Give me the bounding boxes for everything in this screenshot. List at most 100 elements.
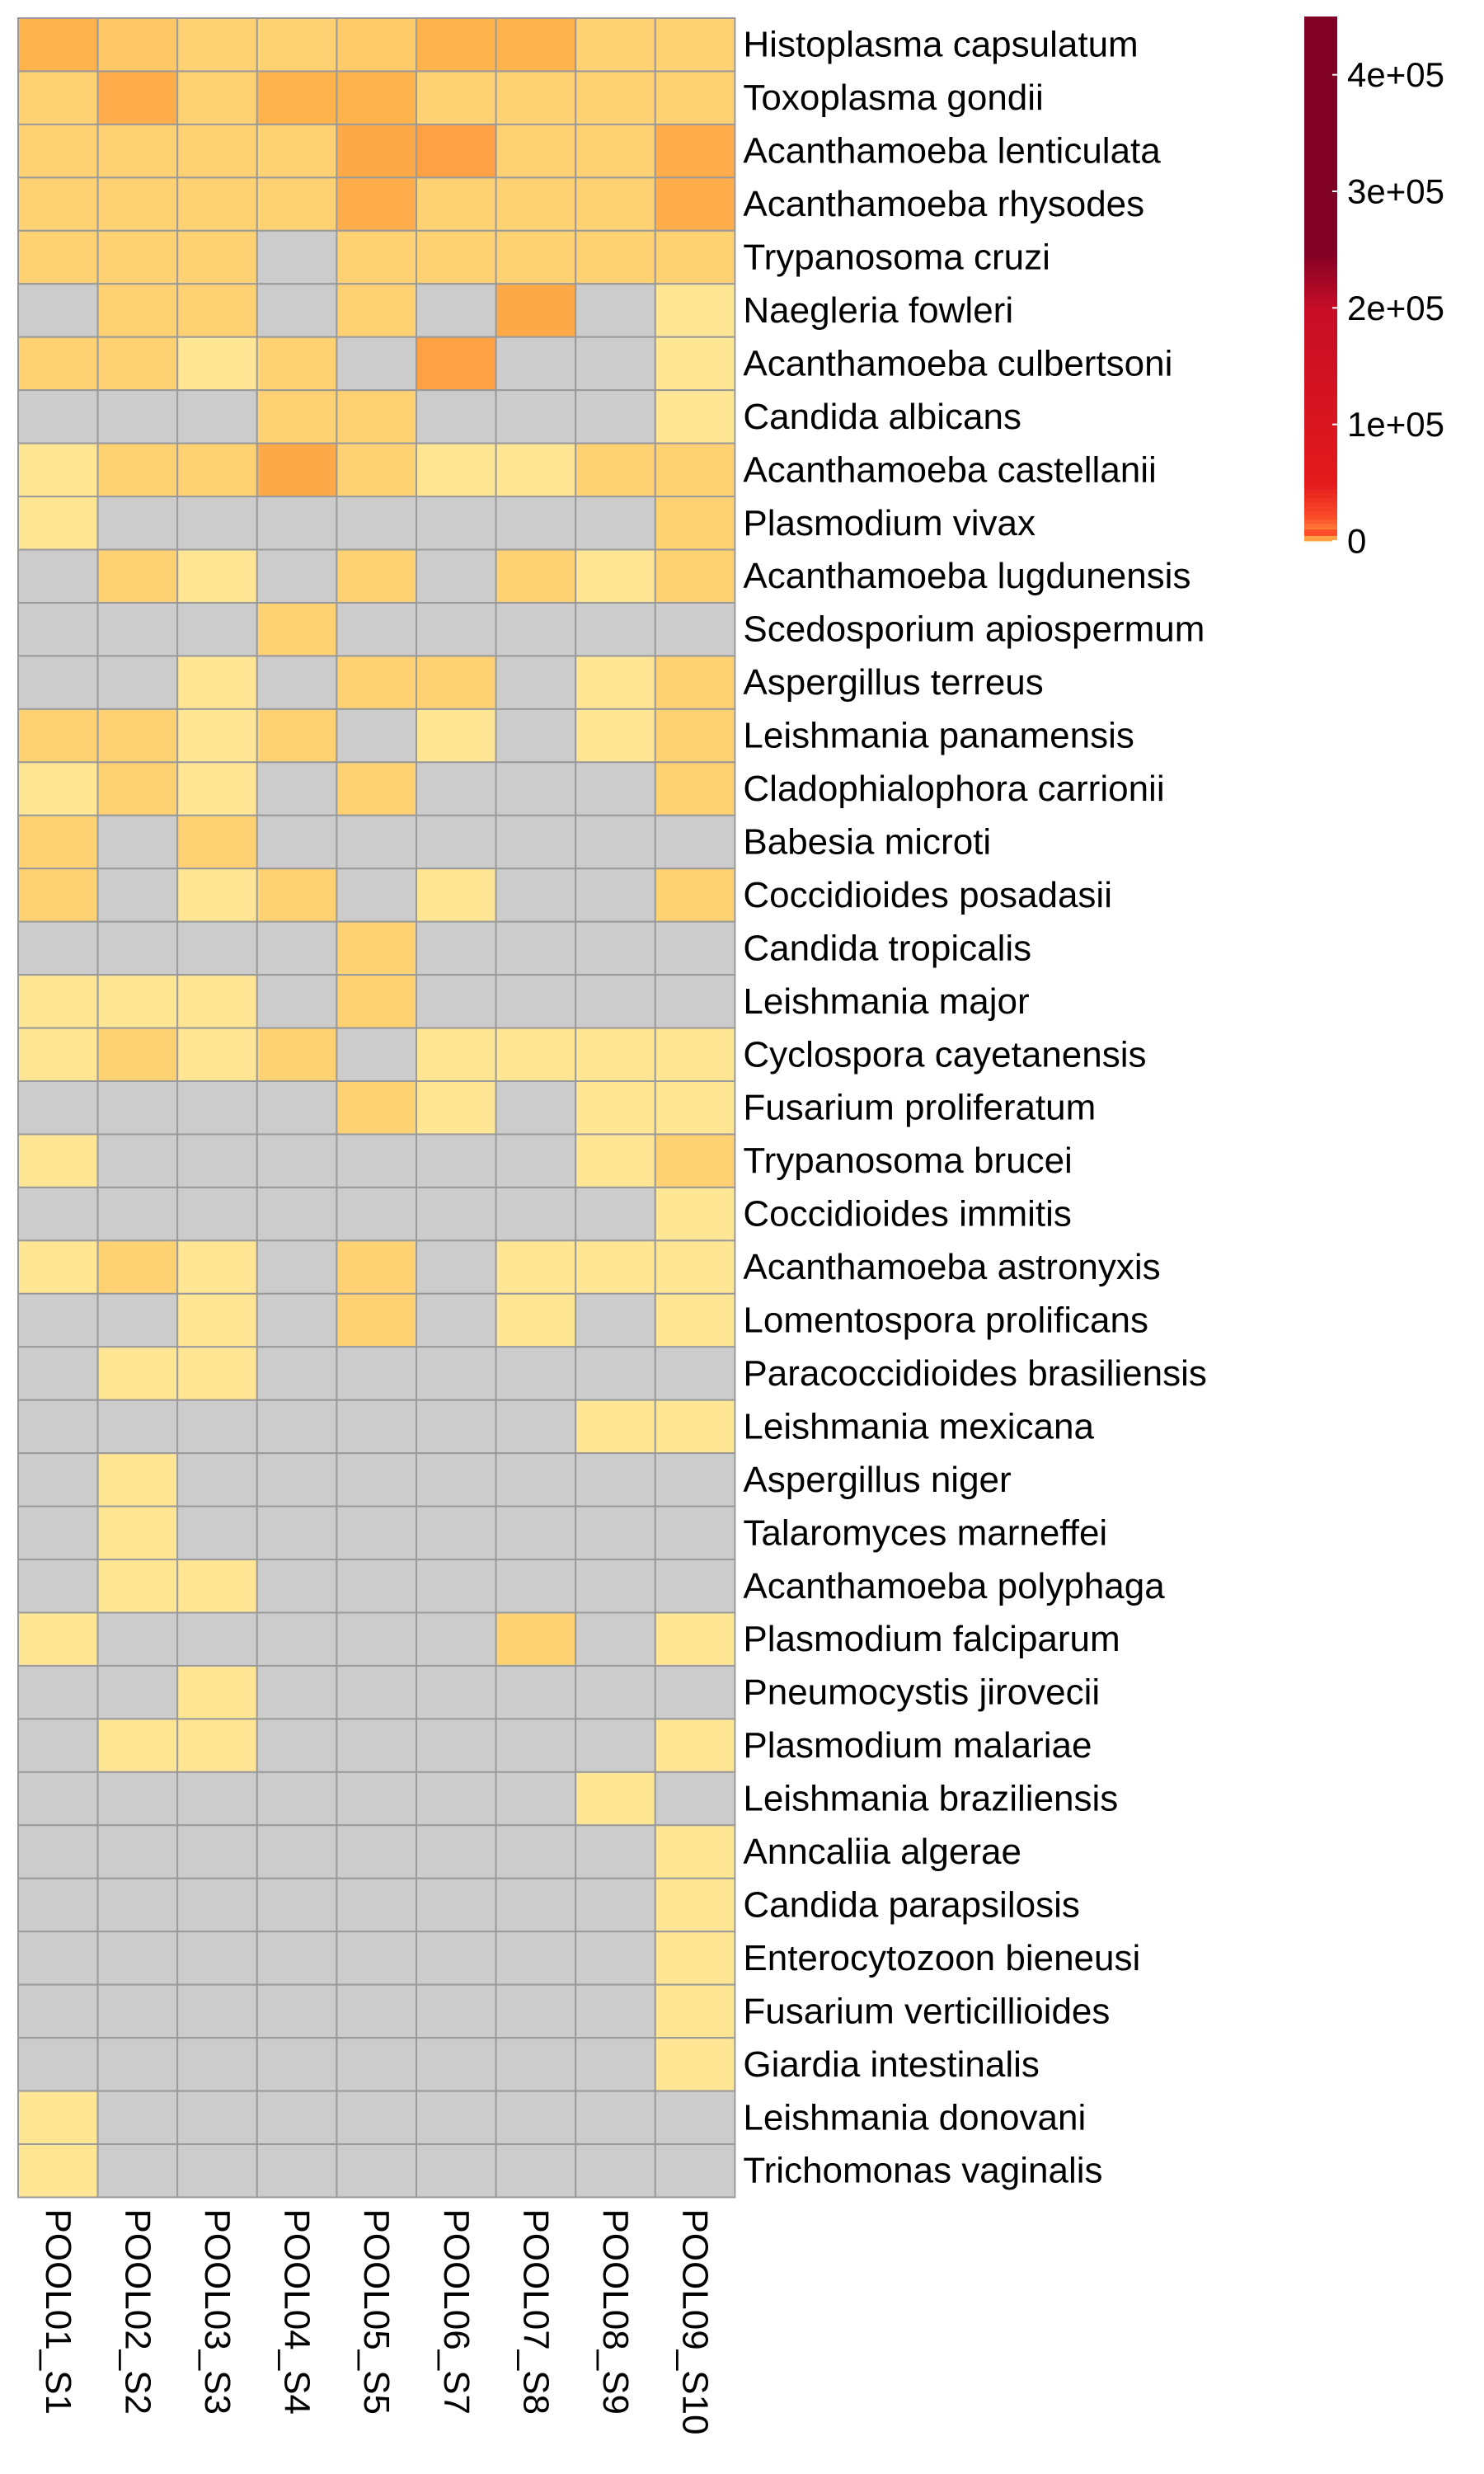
heatmap-cell [256, 70, 338, 125]
heatmap-cell [575, 176, 656, 232]
row-label: Cyclospora cayetanensis [743, 1034, 1146, 1075]
row-label: Naegleria fowleri [743, 290, 1013, 331]
legend-color-segment [1304, 435, 1337, 441]
heatmap-cell [96, 1239, 179, 1295]
heatmap-cell [17, 1399, 99, 1455]
heatmap-cell [336, 1452, 417, 1507]
legend-color-segment [1304, 235, 1337, 240]
heatmap-cell [654, 1080, 736, 1136]
heatmap-cell [336, 1983, 417, 2039]
heatmap-cell [336, 1931, 417, 1986]
heatmap-cell [17, 1931, 99, 1986]
row-label: Babesia microti [743, 821, 991, 862]
legend-color-segment [1304, 471, 1337, 477]
heatmap-cell [575, 655, 656, 710]
legend-color-segment [1304, 148, 1337, 153]
heatmap-cell [256, 17, 338, 73]
legend-color-segment [1304, 222, 1337, 227]
heatmap-cell [336, 814, 417, 870]
heatmap-cell [96, 1931, 179, 1986]
heatmap-cell [575, 868, 656, 923]
heatmap-cell [654, 1452, 736, 1507]
legend-color-segment [1304, 160, 1337, 166]
row-label: Candida albicans [743, 397, 1021, 437]
heatmap-cell [416, 123, 497, 179]
heatmap-cell [416, 2037, 497, 2092]
legend-color-segment [1304, 440, 1337, 445]
legend-color-segment [1304, 410, 1337, 415]
heatmap-cell [495, 1664, 577, 1720]
heatmap-cell [336, 548, 417, 604]
legend-color-segment [1304, 405, 1337, 411]
heatmap-cell [96, 2143, 179, 2199]
legend-color-segment [1304, 361, 1337, 367]
heatmap-cell [96, 1452, 179, 1507]
legend-color-segment [1304, 283, 1337, 289]
legend-color-segment [1304, 99, 1337, 105]
heatmap-cell [495, 442, 577, 498]
heatmap-cell [575, 1399, 656, 1455]
heatmap-cell [495, 1027, 577, 1083]
heatmap-cell [176, 1239, 258, 1295]
heatmap-cell [416, 2090, 497, 2146]
heatmap-cell [176, 1505, 258, 1561]
heatmap-cell [495, 1505, 577, 1561]
heatmap-cell [654, 1559, 736, 1614]
legend-color-segment [1304, 152, 1337, 158]
legend-color-segment [1304, 108, 1337, 114]
legend-color-segment [1304, 51, 1337, 57]
heatmap-cell [256, 336, 338, 392]
heatmap-cell [96, 2037, 179, 2092]
heatmap-cell [96, 1664, 179, 1720]
legend-color-segment [1304, 16, 1337, 21]
heatmap-cell [256, 1664, 338, 1720]
heatmap-cell [495, 1718, 577, 1773]
heatmap-cell [256, 868, 338, 923]
heatmap-cell [96, 123, 179, 179]
heatmap-cell [575, 229, 656, 285]
heatmap-cell [96, 1611, 179, 1667]
heatmap-cell [654, 1133, 736, 1188]
heatmap-cell [336, 2090, 417, 2146]
heatmap-cell [575, 761, 656, 816]
legend-color-segment [1304, 414, 1337, 420]
heatmap-cell [495, 1346, 577, 1401]
heatmap-cell [654, 2037, 736, 2092]
heatmap-cell [17, 389, 99, 444]
row-label: Anncaliia algerae [743, 1832, 1021, 1872]
heatmap-cell [495, 1559, 577, 1614]
row-label: Plasmodium vivax [743, 503, 1036, 543]
heatmap-cell [575, 496, 656, 551]
heatmap-cell [575, 2143, 656, 2199]
heatmap-cell [495, 1771, 577, 1827]
heatmap-cell [336, 17, 417, 73]
legend-color-segment [1304, 370, 1337, 376]
heatmap-cell [176, 1027, 258, 1083]
heatmap-cell [336, 2143, 417, 2199]
legend-color-segment [1304, 182, 1337, 188]
heatmap-cell [176, 2037, 258, 2092]
heatmap-cell [17, 814, 99, 870]
heatmap-cell [495, 655, 577, 710]
heatmap-cell [495, 389, 577, 444]
row-label: Acanthamoeba polyphaga [743, 1566, 1165, 1606]
heatmap-cell [416, 1399, 497, 1455]
heatmap-cell [256, 1931, 338, 1986]
legend-color-segment [1304, 488, 1337, 494]
heatmap-cell [416, 655, 497, 710]
legend-color-segment [1304, 252, 1337, 258]
column-label: POOL07_S8 [515, 2208, 556, 2415]
heatmap-cell [96, 1027, 179, 1083]
heatmap-cell [654, 1505, 736, 1561]
heatmap-cell [17, 229, 99, 285]
heatmap-cell [256, 1186, 338, 1242]
heatmap-cell [495, 2037, 577, 2092]
legend-color-segment [1304, 300, 1337, 306]
heatmap-cell [575, 1559, 656, 1614]
legend-color-segment [1304, 340, 1337, 346]
heatmap-cell [495, 548, 577, 604]
legend-color-segment [1304, 60, 1337, 65]
heatmap-cell [575, 1292, 656, 1348]
heatmap-cell [575, 17, 656, 73]
row-labels: Histoplasma capsulatum Toxoplasma gondii A… [743, 25, 1206, 2191]
